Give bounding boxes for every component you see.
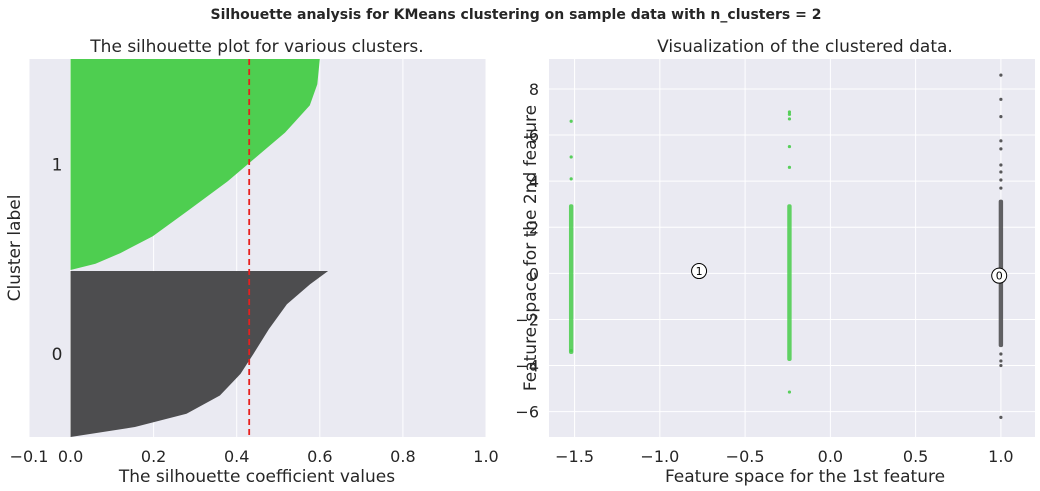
scatter-x-tick-label: −1.0: [640, 447, 679, 466]
silhouette-cluster-label: 1: [52, 156, 63, 176]
scatter-point: [999, 163, 1003, 167]
scatter-point: [787, 110, 792, 114]
silhouette-marks: 01: [52, 59, 329, 437]
scatter-point: [999, 415, 1003, 420]
scatter-point: [569, 348, 573, 353]
scatter-y-tick-label: 4: [529, 172, 539, 191]
scatter-point: [999, 170, 1003, 174]
cluster-center-label: 0: [996, 270, 1003, 283]
scatter-point: [787, 390, 792, 394]
silhouette-x-tick-label: 0.6: [307, 447, 332, 466]
silhouette-x-tick-label: 0.8: [390, 447, 415, 466]
silhouette-band-cluster-0: [70, 271, 329, 437]
scatter-x-tick-label: −1.5: [555, 447, 594, 466]
silhouette-plot: 01 −0.1 0.0 0.2 0.4 0.6 0.8 1.0 The silhouette…: [5, 37, 499, 487]
scatter-y-tick-label: −6: [515, 403, 539, 422]
scatter-point-column-cluster-1: [568, 204, 574, 355]
scatter-point: [999, 363, 1003, 368]
scatter-point: [999, 147, 1003, 151]
scatter-point: [569, 119, 573, 123]
scatter-point: [569, 155, 573, 159]
scatter-y-tick-label: −4: [515, 357, 539, 376]
silhouette-x-tick-label: 0.4: [224, 447, 249, 466]
scatter-point: [999, 352, 1003, 356]
scatter-x-axis-label: Feature space for the 1st feature: [665, 467, 945, 487]
cluster-center-label: 1: [696, 265, 703, 278]
scatter-x-tick-label: −0.5: [726, 447, 765, 466]
scatter-y-tick-label: 6: [529, 126, 539, 145]
scatter-point: [787, 165, 792, 169]
scatter-point: [999, 139, 1003, 143]
scatter-plot-background: [549, 59, 1035, 437]
silhouette-x-axis-label: The silhouette coefficient values: [118, 467, 395, 487]
scatter-y-tick-label: 0: [529, 264, 539, 283]
scatter-point: [999, 178, 1003, 182]
silhouette-x-ticks: −0.1 0.0 0.2 0.4 0.6 0.8 1.0: [10, 447, 499, 466]
scatter-point: [999, 97, 1003, 101]
scatter-point-column-cluster-1: [787, 204, 792, 361]
silhouette-plot-title: The silhouette plot for various clusters…: [89, 37, 423, 57]
scatter-y-tick-label: 2: [529, 218, 539, 237]
silhouette-x-tick-label: 0.0: [58, 447, 83, 466]
silhouette-x-tick-label: −0.1: [10, 447, 49, 466]
silhouette-band-cluster-1: [70, 59, 320, 270]
scatter-y-axis-label: Feature space for the 2nd feature: [521, 105, 541, 391]
scatter-x-tick-label: 0.5: [903, 447, 928, 466]
scatter-point: [787, 112, 792, 116]
scatter-y-tick-label: −2: [515, 310, 539, 329]
scatter-ticks: −1.5 −1.0 −0.5 0.0 0.5 1.0 −6 −4 −2 0 2 4 6 8: [515, 80, 1013, 466]
silhouette-x-tick-label: 0.2: [141, 447, 166, 466]
cluster-center-marker: [991, 267, 1008, 284]
scatter-plot-title: Visualization of the clustered data.: [657, 37, 953, 57]
silhouette-cluster-label: 0: [52, 345, 63, 365]
figure-suptitle: Silhouette analysis for KMeans clusterin…: [211, 7, 822, 23]
scatter-marks: 01: [568, 73, 1008, 420]
scatter-point: [999, 186, 1003, 190]
scatter-point: [569, 177, 573, 181]
cluster-center-marker: [691, 263, 708, 280]
scatter-point: [787, 117, 792, 121]
scatter-y-tick-label: 8: [529, 80, 539, 99]
scatter-point: [999, 115, 1003, 119]
scatter-x-tick-label: 0.0: [818, 447, 843, 466]
scatter-x-tick-label: 1.0: [988, 447, 1013, 466]
silhouette-y-axis-label: Cluster label: [5, 195, 25, 302]
scatter-point: [999, 73, 1003, 77]
scatter-point: [787, 144, 792, 149]
silhouette-x-tick-label: 1.0: [473, 447, 498, 466]
scatter-grid: [549, 59, 1035, 437]
scatter-point: [999, 359, 1003, 363]
